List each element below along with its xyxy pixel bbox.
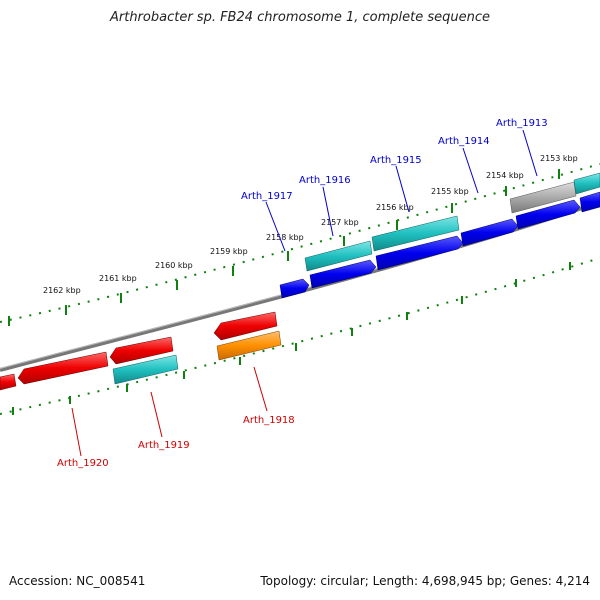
- gene-arth-1914[interactable]: [460, 218, 519, 247]
- gene-arth-1917[interactable]: [279, 278, 310, 299]
- kbp-label-2161: 2161 kbp: [99, 274, 137, 283]
- reverse-gene-track: [0, 311, 278, 391]
- kbp-label-2160: 2160 kbp: [155, 261, 193, 270]
- cds-arth-1916[interactable]: [304, 240, 373, 272]
- cds-arth-1913[interactable]: [573, 172, 600, 195]
- gene-arth-1918[interactable]: [213, 311, 278, 341]
- kbp-label-2158: 2158 kbp: [266, 233, 304, 242]
- label-arth-1916[interactable]: Arth_1916: [299, 175, 351, 186]
- gene-arth-1913[interactable]: [515, 199, 581, 230]
- label-arth-1914[interactable]: Arth_1914: [438, 136, 490, 147]
- kbp-label-2153: 2153 kbp: [540, 154, 578, 163]
- feature-arth-1918[interactable]: [216, 330, 282, 361]
- kbp-label-2159: 2159 kbp: [210, 247, 248, 256]
- label-arth-1915[interactable]: Arth_1915: [370, 155, 422, 166]
- gene-next-forward[interactable]: [579, 191, 600, 213]
- kbp-label-2155: 2155 kbp: [431, 187, 469, 196]
- cds-arth-1915[interactable]: [371, 215, 460, 252]
- forward-label-leaders: [265, 129, 538, 252]
- kbp-label-2156: 2156 kbp: [376, 203, 414, 212]
- outer-major-ticks: [8, 169, 560, 326]
- label-arth-1917[interactable]: Arth_1917: [241, 191, 293, 202]
- gene-arth-1920[interactable]: [17, 351, 109, 385]
- label-arth-1920[interactable]: Arth_1920: [57, 458, 109, 469]
- inner-tick-track: [0, 257, 600, 415]
- gene-arth-1919[interactable]: [109, 336, 174, 365]
- reverse-label-leaders: [71, 366, 268, 457]
- label-arth-1919[interactable]: Arth_1919: [138, 440, 190, 451]
- gene-arth-1916[interactable]: [309, 259, 377, 289]
- pseudo-feature[interactable]: [509, 181, 577, 214]
- cds-arth-1919[interactable]: [112, 354, 179, 385]
- forward-gene-track: [279, 191, 600, 299]
- gene-arth-1921[interactable]: [0, 373, 17, 391]
- reverse-cds-track: [112, 330, 282, 385]
- label-arth-1913[interactable]: Arth_1913: [496, 118, 548, 129]
- label-arth-1918[interactable]: Arth_1918: [243, 415, 295, 426]
- map-title: Arthrobacter sp. FB24 chromosome 1, comp…: [109, 10, 491, 25]
- genome-summary-text: Topology: circular; Length: 4,698,945 bp…: [260, 574, 590, 588]
- accession-text: Accession: NC_008541: [9, 574, 146, 588]
- gene-arth-1915[interactable]: [375, 235, 464, 271]
- kbp-label-2162: 2162 kbp: [43, 286, 81, 295]
- outer-tick-track: [0, 163, 600, 323]
- inner-major-ticks: [12, 262, 571, 415]
- kbp-label-2157: 2157 kbp: [321, 218, 359, 227]
- forward-cds-track: [304, 172, 600, 272]
- kbp-label-2154: 2154 kbp: [486, 171, 524, 180]
